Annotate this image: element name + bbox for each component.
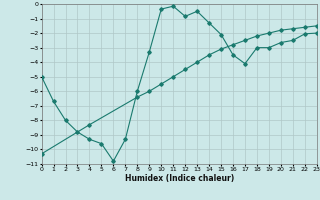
X-axis label: Humidex (Indice chaleur): Humidex (Indice chaleur) (124, 174, 234, 183)
